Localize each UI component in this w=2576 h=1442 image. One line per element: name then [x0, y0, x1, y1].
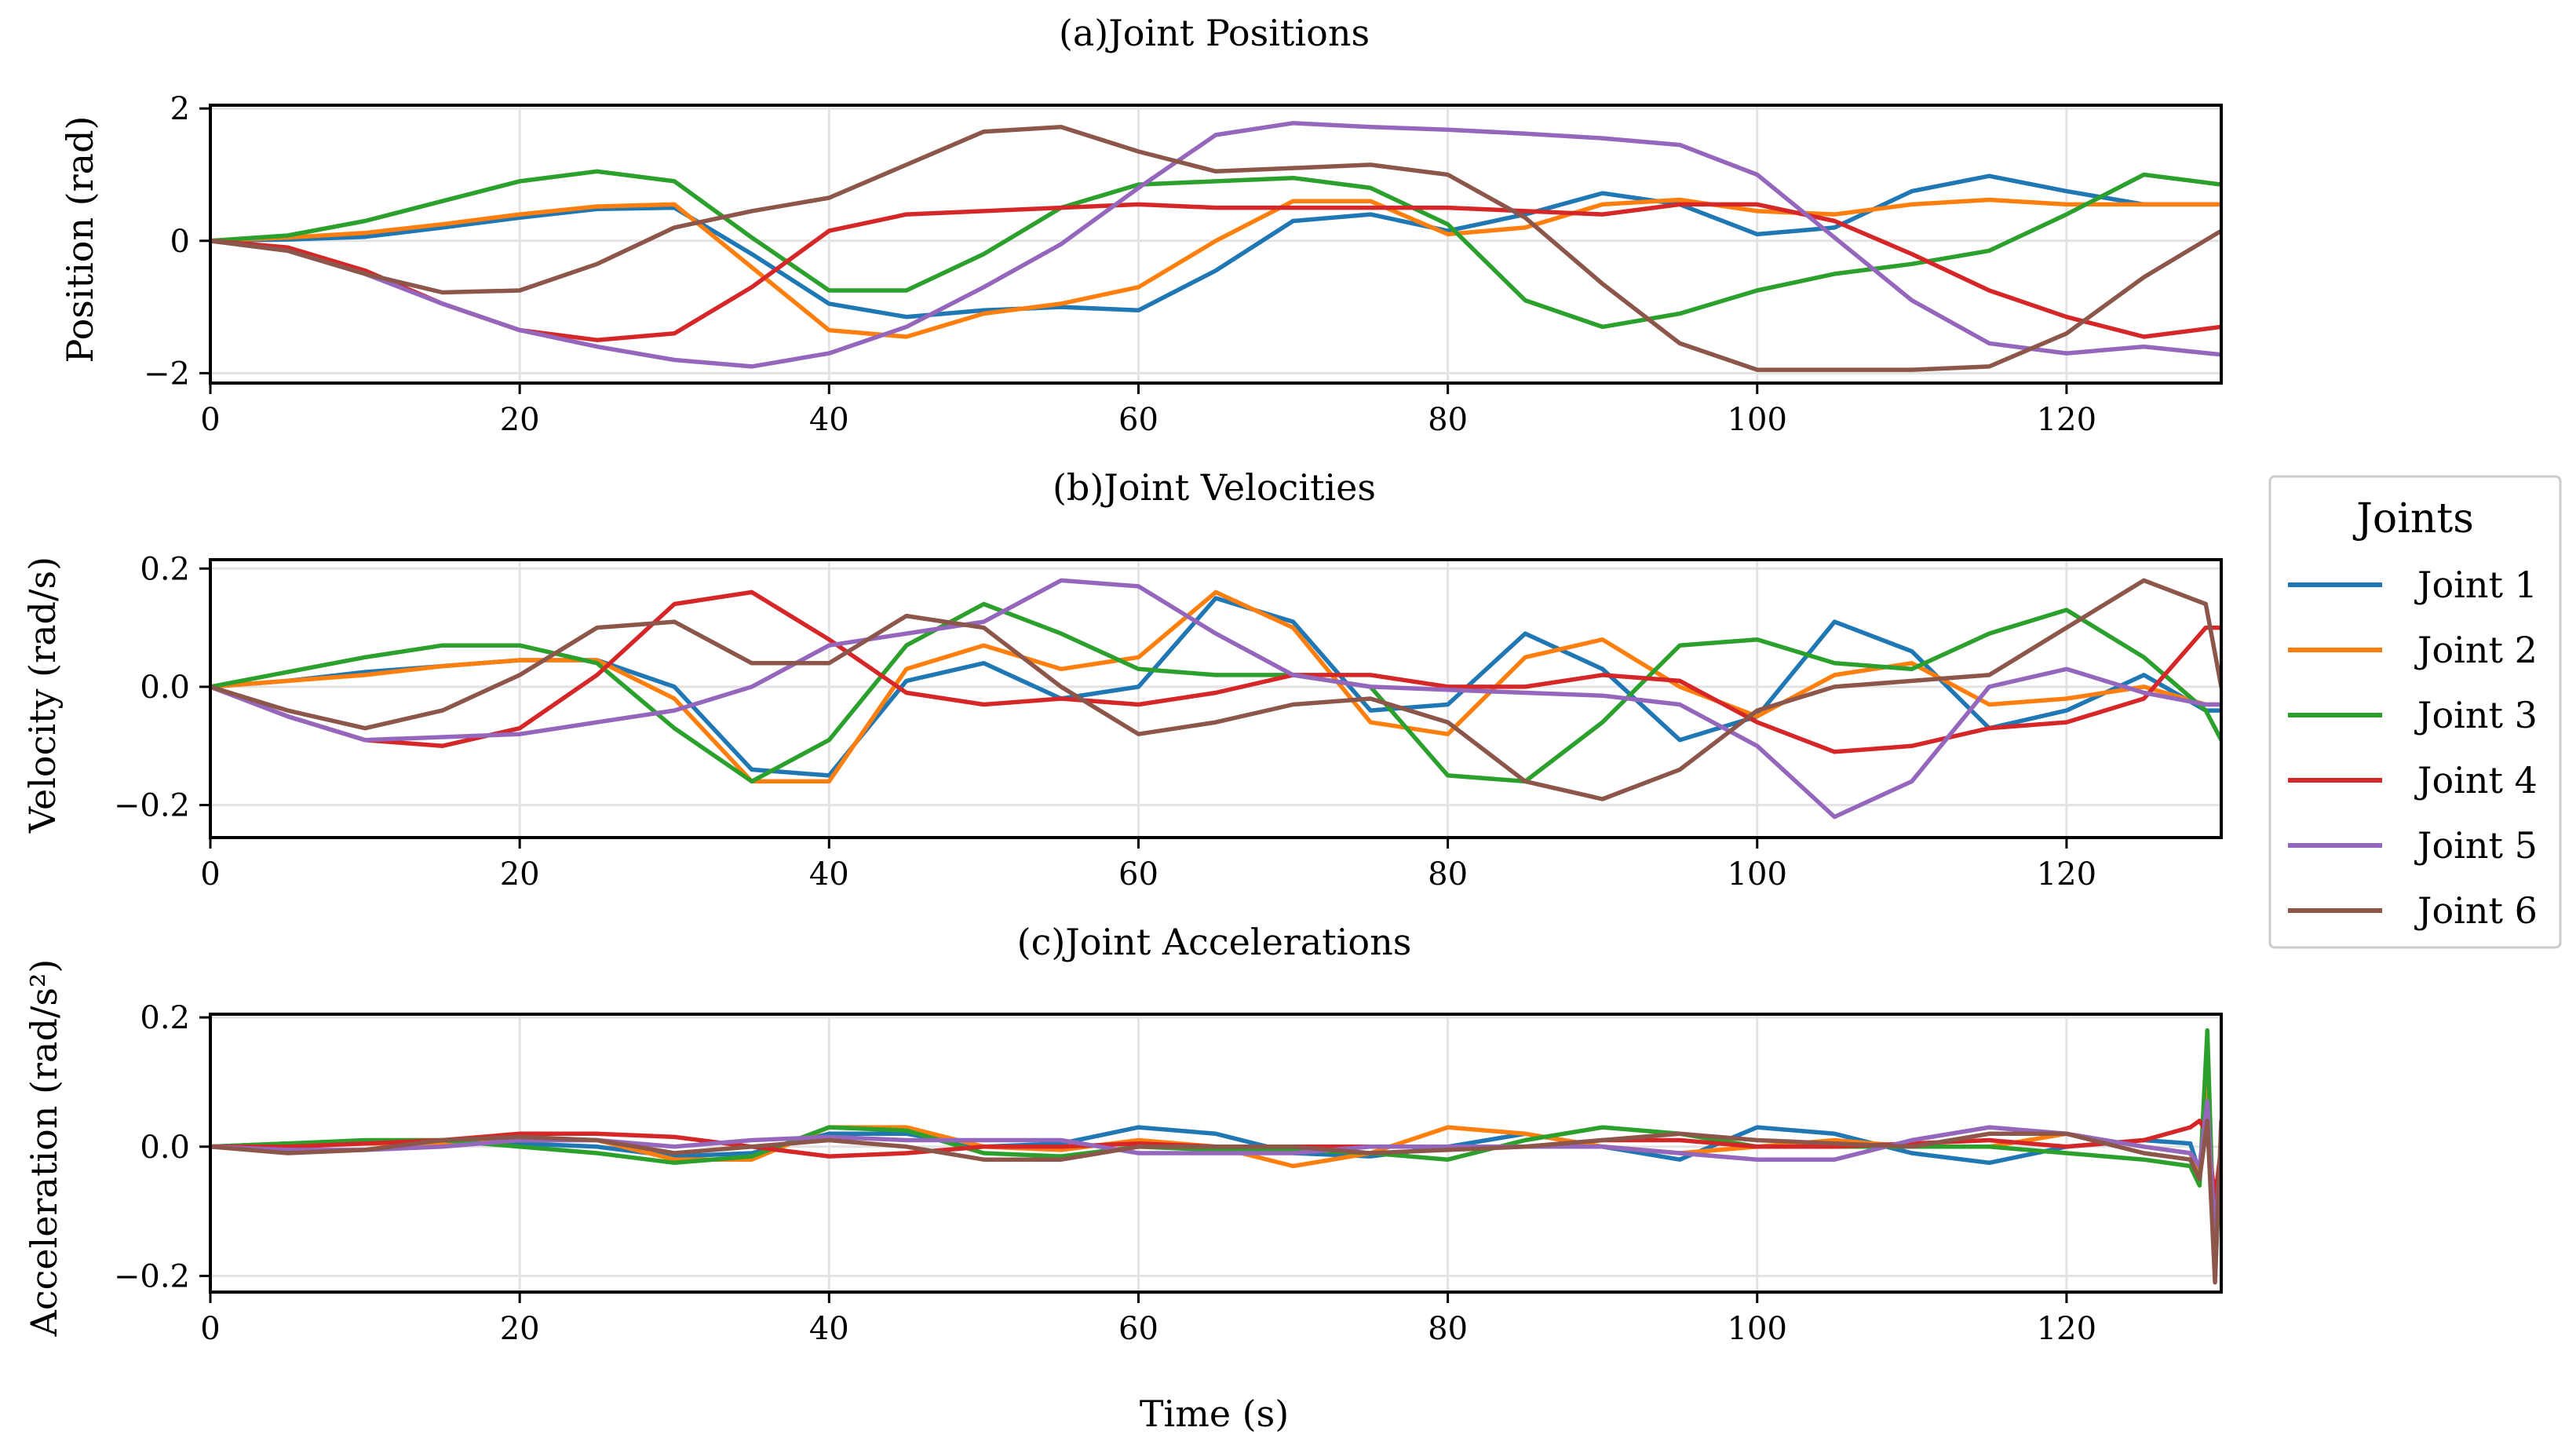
positions-y-tick-label: 2 — [170, 91, 190, 127]
positions-title: (a)Joint Positions — [1059, 12, 1370, 54]
accelerations-line-joint-6 — [210, 1119, 2221, 1285]
legend-label-joint-3: Joint 3 — [2414, 694, 2538, 736]
positions-line-joint-5 — [210, 121, 2221, 369]
x-axis-label: Time (s) — [1140, 1393, 1289, 1435]
velocities-line-joint-3 — [210, 601, 2221, 784]
legend-frame — [2268, 475, 2562, 949]
velocities-y-tick-label: −0.2 — [114, 788, 190, 824]
accelerations-y-axis-label: Acceleration (rad/s²) — [23, 959, 65, 1338]
accelerations-y-tick-label: 0.0 — [140, 1130, 190, 1166]
positions-axes-frame — [209, 104, 2223, 385]
velocities-y-tick-label: 0.0 — [140, 670, 190, 706]
positions-y-tick-label: −2 — [144, 356, 190, 392]
velocities-axes-frame — [209, 558, 2223, 839]
velocities-x-tick-label: 20 — [500, 856, 540, 893]
positions-y-axis-label: Position (rad) — [59, 116, 101, 363]
velocities-panel: (b)Joint Velocities Velocity (rad/s) 0 20… — [21, 466, 2223, 893]
legend-items: Joint 1 Joint 2 Joint 3 Joint 4 Joint 5 Joint… — [2288, 564, 2538, 932]
accelerations-x-tick-label: 100 — [1728, 1311, 1787, 1347]
positions-x-tick-label: 60 — [1118, 402, 1158, 438]
legend-label-joint-5: Joint 5 — [2414, 824, 2538, 867]
velocities-line-joint-6 — [210, 578, 2221, 801]
legend-label-joint-6: Joint 6 — [2414, 889, 2538, 932]
accelerations-series-group — [210, 1028, 2221, 1285]
velocities-title: (b)Joint Velocities — [1053, 466, 1376, 509]
velocities-x-tick-label: 60 — [1118, 856, 1158, 893]
legend-label-joint-2: Joint 2 — [2414, 629, 2538, 671]
positions-x-tick-label: 0 — [200, 402, 220, 438]
positions-x-tick-label: 120 — [2037, 402, 2096, 438]
accelerations-x-tick-label: 40 — [809, 1311, 849, 1347]
accelerations-title: (c)Joint Accelerations — [1017, 921, 1412, 963]
velocities-x-tick-label: 120 — [2037, 856, 2096, 893]
velocities-y-axis-label: Velocity (rad/s) — [21, 557, 64, 834]
positions-line-joint-1 — [210, 173, 2221, 319]
accelerations-axes-frame — [209, 1013, 2223, 1294]
positions-x-tick-label: 100 — [1728, 402, 1787, 438]
positions-line-joint-2 — [210, 197, 2221, 339]
accelerations-x-tick-label: 20 — [500, 1311, 540, 1347]
positions-panel: (a)Joint Positions Position (rad) 0 20 40 6… — [59, 12, 2223, 438]
positions-x-tick-label: 40 — [809, 402, 849, 438]
velocities-line-joint-2 — [210, 590, 2221, 784]
positions-line-joint-6 — [210, 125, 2221, 372]
accelerations-x-tick-label: 60 — [1118, 1311, 1158, 1347]
accelerations-x-tick-label: 120 — [2037, 1311, 2096, 1347]
positions-line-joint-3 — [210, 169, 2221, 330]
accelerations-x-tick-label: 80 — [1428, 1311, 1468, 1347]
velocities-x-tick-label: 40 — [809, 856, 849, 893]
velocities-line-joint-5 — [210, 578, 2221, 820]
positions-x-tick-label: 20 — [500, 402, 540, 438]
legend-label-joint-4: Joint 4 — [2414, 759, 2538, 801]
accelerations-y-tick-label: −0.2 — [114, 1258, 190, 1294]
accelerations-x-tick-label: 0 — [200, 1311, 220, 1347]
positions-series-group — [210, 121, 2221, 372]
legend-label-joint-1: Joint 1 — [2414, 564, 2538, 606]
velocities-x-tick-label: 80 — [1428, 856, 1468, 893]
velocities-x-tick-label: 100 — [1728, 856, 1787, 893]
velocities-x-tick-label: 0 — [200, 856, 220, 893]
legend-title: Joints — [2352, 495, 2474, 542]
velocities-y-tick-label: 0.2 — [140, 551, 190, 587]
accelerations-panel: (c)Joint Accelerations Acceleration (rad… — [23, 921, 2223, 1347]
accelerations-y-tick-label: 0.2 — [140, 1000, 190, 1036]
velocities-series-group — [210, 578, 2221, 820]
positions-x-tick-label: 80 — [1428, 402, 1468, 438]
positions-y-tick-label: 0 — [170, 224, 190, 260]
